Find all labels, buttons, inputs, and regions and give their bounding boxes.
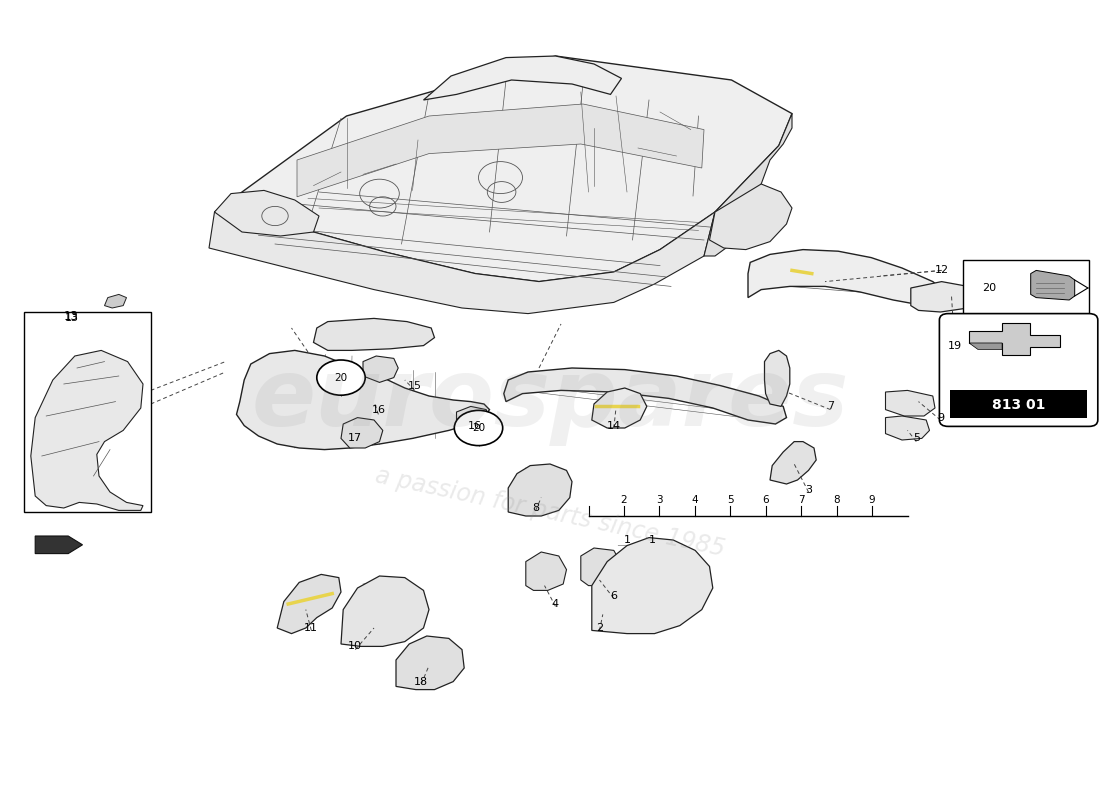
Polygon shape: [396, 636, 464, 690]
Polygon shape: [1031, 270, 1075, 300]
Text: 4: 4: [552, 599, 559, 609]
Text: 14: 14: [607, 421, 620, 430]
Text: 8: 8: [532, 503, 539, 513]
FancyBboxPatch shape: [950, 390, 1087, 418]
Circle shape: [317, 360, 365, 395]
FancyBboxPatch shape: [962, 260, 1089, 316]
Text: 15: 15: [408, 381, 421, 390]
Text: 7: 7: [827, 402, 834, 411]
Text: 20: 20: [982, 283, 997, 293]
Polygon shape: [526, 552, 566, 590]
Text: 17: 17: [349, 434, 362, 443]
Text: 7: 7: [798, 495, 804, 505]
Polygon shape: [748, 250, 946, 306]
Text: 6: 6: [762, 495, 769, 505]
Polygon shape: [341, 418, 383, 448]
Text: eurospares: eurospares: [251, 354, 849, 446]
Polygon shape: [581, 548, 622, 586]
Polygon shape: [277, 574, 341, 634]
Polygon shape: [592, 388, 647, 428]
Polygon shape: [969, 343, 1002, 350]
Text: 13: 13: [64, 310, 79, 322]
Polygon shape: [504, 368, 786, 424]
Text: 1: 1: [649, 535, 656, 545]
Polygon shape: [710, 184, 792, 250]
Text: 18: 18: [415, 677, 428, 686]
Text: 13: 13: [65, 314, 78, 323]
Text: a passion for parts since 1985: a passion for parts since 1985: [373, 463, 727, 561]
Polygon shape: [363, 356, 398, 382]
Text: 8: 8: [834, 495, 840, 505]
Polygon shape: [508, 464, 572, 516]
Polygon shape: [456, 406, 490, 434]
Text: 5: 5: [727, 495, 734, 505]
Text: 20: 20: [334, 373, 348, 382]
Text: 16: 16: [469, 421, 482, 430]
Polygon shape: [704, 114, 792, 256]
Polygon shape: [214, 190, 319, 236]
Polygon shape: [886, 390, 935, 416]
Text: 11: 11: [305, 623, 318, 633]
Text: 4: 4: [692, 495, 698, 505]
Text: 6: 6: [610, 591, 617, 601]
Polygon shape: [341, 576, 429, 646]
Polygon shape: [592, 538, 713, 634]
Polygon shape: [314, 318, 435, 350]
Text: 3: 3: [656, 495, 662, 505]
Circle shape: [454, 410, 503, 446]
Text: 16: 16: [372, 405, 385, 414]
Polygon shape: [764, 350, 790, 406]
Text: 9: 9: [937, 413, 944, 422]
FancyBboxPatch shape: [24, 312, 151, 512]
Polygon shape: [236, 350, 490, 450]
Polygon shape: [209, 212, 715, 314]
Polygon shape: [297, 104, 704, 197]
Polygon shape: [31, 350, 143, 510]
Text: 1: 1: [624, 535, 630, 545]
Text: 3: 3: [805, 485, 812, 494]
Text: 19: 19: [948, 341, 961, 350]
Polygon shape: [35, 536, 82, 554]
Text: 12: 12: [935, 266, 948, 275]
Polygon shape: [969, 323, 1060, 355]
Text: 2: 2: [596, 623, 603, 633]
Text: 9: 9: [869, 495, 876, 505]
Polygon shape: [770, 442, 816, 484]
Text: 2: 2: [620, 495, 627, 505]
Polygon shape: [214, 56, 792, 282]
Text: 20: 20: [472, 423, 485, 433]
Polygon shape: [424, 56, 622, 100]
Polygon shape: [886, 416, 929, 440]
FancyBboxPatch shape: [939, 314, 1098, 426]
Polygon shape: [104, 294, 126, 308]
Text: 5: 5: [913, 434, 920, 443]
Text: 10: 10: [349, 642, 362, 651]
Polygon shape: [911, 282, 977, 312]
Text: 813 01: 813 01: [992, 398, 1045, 412]
